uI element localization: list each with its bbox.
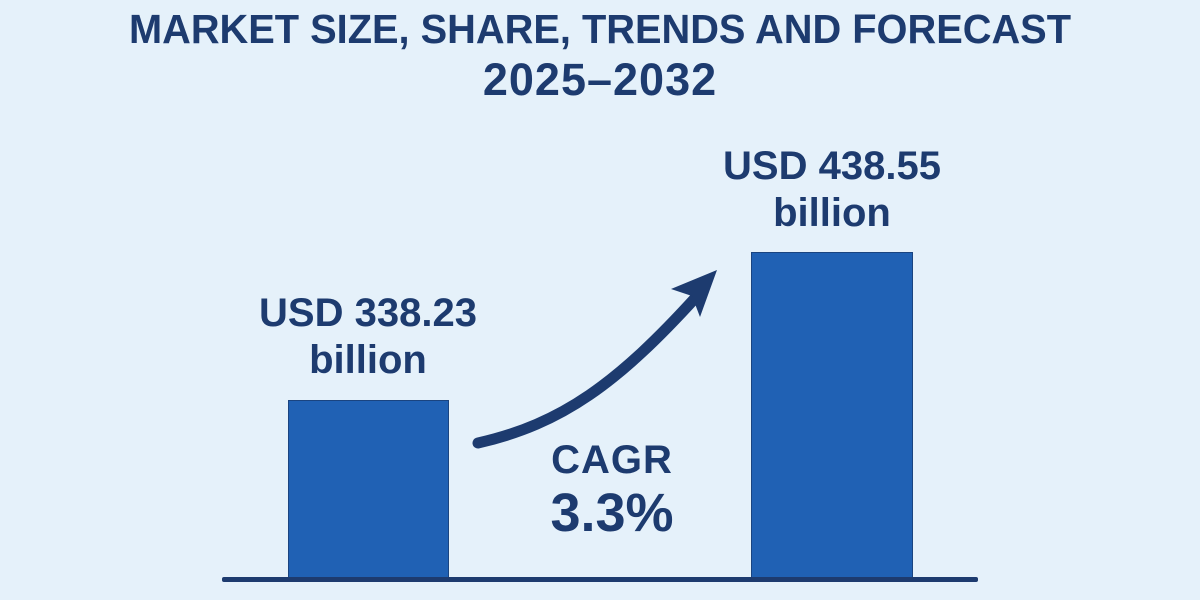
cagr-value: 3.3% xyxy=(550,483,674,543)
chart-title-period: 2025–2032 xyxy=(482,54,718,105)
value-label-2025-amount: USD 338.23 xyxy=(259,291,477,335)
bar-2032 xyxy=(751,252,913,580)
growth-arrow-head xyxy=(671,270,717,317)
value-label-2032-unit: billion xyxy=(773,191,891,235)
bar-2025 xyxy=(288,400,449,580)
chart-title-line1: MARKET SIZE, SHARE, TRENDS AND FORECAST xyxy=(128,6,1071,52)
value-label-2025-unit: billion xyxy=(309,338,427,382)
value-label-2032: USD 438.55 billion xyxy=(672,143,992,237)
baseline-axis xyxy=(222,577,978,582)
chart-title: MARKET SIZE, SHARE, TRENDS AND FORECAST … xyxy=(0,4,1200,106)
value-label-2025: USD 338.23 billion xyxy=(208,290,528,384)
cagr-label: CAGR xyxy=(551,438,673,482)
value-label-2032-amount: USD 438.55 xyxy=(723,144,941,188)
cagr-annotation: CAGR 3.3% xyxy=(462,436,762,542)
